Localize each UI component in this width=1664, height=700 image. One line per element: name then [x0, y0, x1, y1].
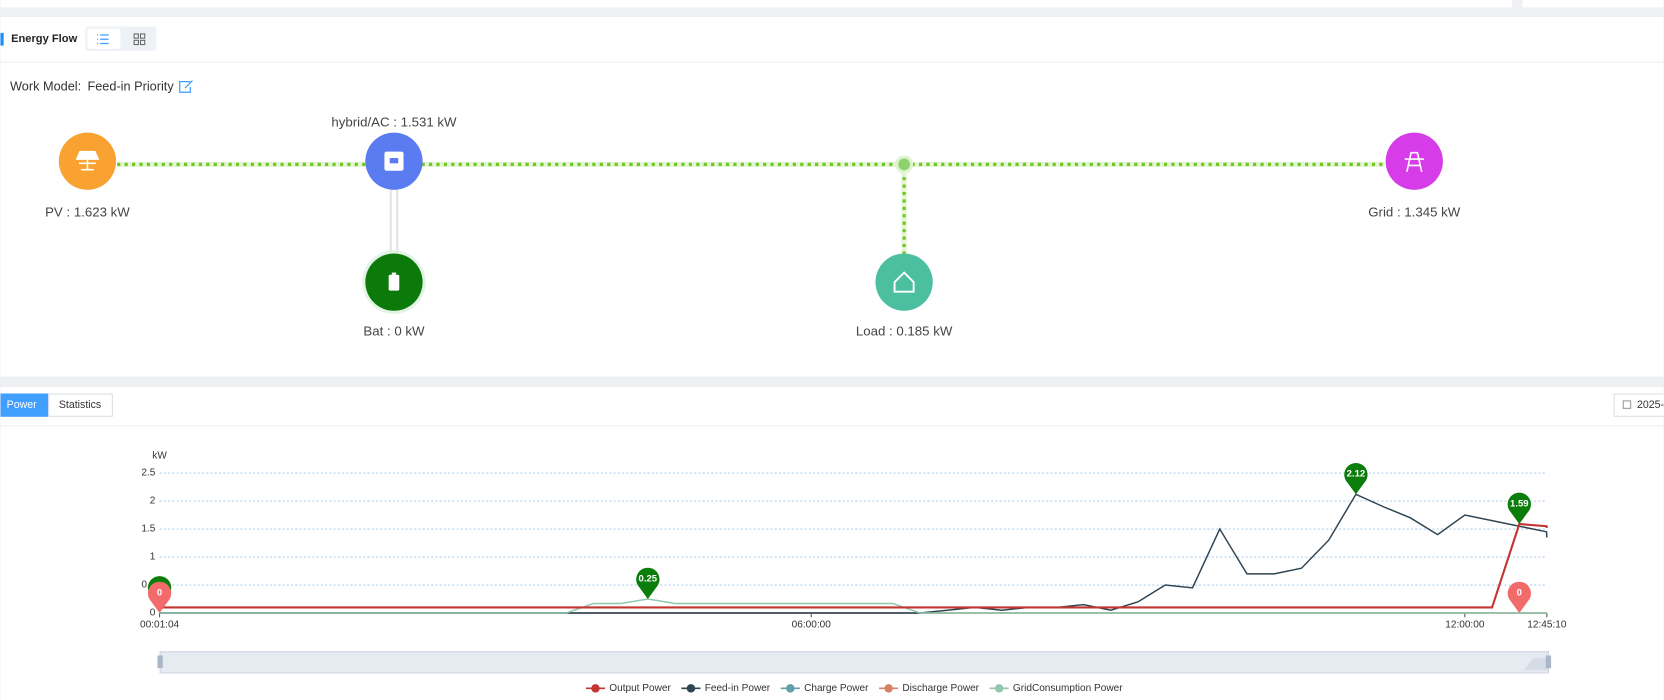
node-label: hybrid/AC : 1.531 kW: [331, 115, 457, 130]
panel-title: Energy Flow: [11, 33, 77, 45]
node-label: Grid : 1.345 kW: [1368, 205, 1461, 220]
battery-icon: [388, 274, 400, 291]
marker-label: 2.12: [1347, 469, 1366, 480]
slider-handle[interactable]: [157, 655, 163, 669]
grid-icon[interactable]: [133, 33, 146, 46]
legend-label: Output Power: [609, 683, 671, 694]
y-axis-label: kW: [152, 451, 167, 462]
marker-label: 0: [157, 587, 162, 598]
legend-swatch: [686, 684, 696, 693]
marker-label: 0.25: [639, 573, 658, 584]
marker-label: 0: [1517, 587, 1522, 598]
legend-label: Charge Power: [804, 683, 869, 694]
y-tick-label: 0: [150, 608, 156, 619]
slider-handle[interactable]: [1545, 655, 1552, 669]
legend-item[interactable]: Output Power: [585, 683, 672, 694]
x-tick-label: 12:45:10: [1527, 619, 1567, 630]
slider-preview: [1523, 657, 1548, 671]
marker-label: 1.59: [1510, 498, 1529, 509]
marker-pin: [1344, 462, 1368, 495]
inverter-icon: [389, 158, 399, 164]
marker-pin: [147, 581, 172, 614]
x-tick-label: 12:00:00: [1445, 619, 1485, 630]
top-card: [1522, 0, 1664, 8]
tab-label[interactable]: Power: [7, 399, 37, 411]
edit-icon[interactable]: [179, 80, 193, 93]
node-label: Bat : 0 kW: [363, 323, 425, 338]
energy-flow-panel: [0, 16, 1664, 377]
view-toggle[interactable]: [85, 26, 157, 51]
legend-swatch: [884, 684, 893, 693]
zoom-slider[interactable]: [159, 651, 1549, 674]
work-model-label: Work Model:: [10, 78, 81, 93]
series-line: [159, 598, 1547, 614]
tab-active[interactable]: [0, 393, 49, 417]
node-label: PV : 1.623 kW: [45, 205, 130, 220]
junction: [895, 155, 914, 174]
legend-label: Discharge Power: [902, 683, 979, 694]
marker-pin: [1507, 492, 1531, 524]
grid-node: [1385, 132, 1443, 190]
x-tick-label: 00:01:04: [140, 619, 180, 630]
legend-item[interactable]: Charge Power: [780, 683, 869, 694]
top-card: [0, 0, 1512, 8]
tab[interactable]: [48, 393, 113, 417]
legend: Output Power Feed-in Power Charge Power Dis…: [585, 683, 1124, 694]
list-icon: [97, 34, 109, 45]
marker-pin: [1507, 581, 1531, 614]
legend-item[interactable]: Feed-in Power: [681, 683, 771, 694]
title-accent: [0, 32, 4, 46]
legend-item[interactable]: GridConsumption Power: [989, 683, 1124, 694]
legend-swatch: [994, 684, 1004, 693]
work-model-value: Feed-in Priority: [87, 78, 174, 93]
legend-item[interactable]: Discharge Power: [879, 683, 980, 694]
legend-swatch: [786, 684, 795, 693]
marker-pin: [636, 567, 660, 600]
y-tick-label: 1: [150, 552, 156, 563]
tab-label[interactable]: Statistics: [59, 399, 101, 411]
legend-label: GridConsumption Power: [1013, 683, 1123, 694]
y-tick-label: 1.5: [141, 524, 155, 535]
chart-panel: [0, 387, 1664, 700]
load-node: [875, 253, 933, 311]
date-value[interactable]: 2025-: [1637, 399, 1664, 411]
y-tick-label: 2: [150, 496, 156, 507]
chart: 00.511.522.500:01:0406:00:0012:00:0012:4…: [140, 462, 1567, 630]
node-label: Load : 0.185 kW: [856, 323, 953, 338]
battery-icon: [391, 272, 397, 275]
pv-icon: [75, 150, 100, 171]
load-icon: [893, 271, 915, 293]
grid-icon: [1404, 151, 1424, 172]
y-tick-label: 2.5: [141, 468, 155, 479]
legend-label: Feed-in Power: [705, 683, 771, 694]
legend-swatch: [591, 684, 600, 693]
calendar-icon: [1622, 400, 1632, 409]
x-tick-label: 06:00:00: [792, 619, 832, 630]
series-line: [159, 522, 1548, 609]
date-picker[interactable]: [1613, 393, 1664, 417]
